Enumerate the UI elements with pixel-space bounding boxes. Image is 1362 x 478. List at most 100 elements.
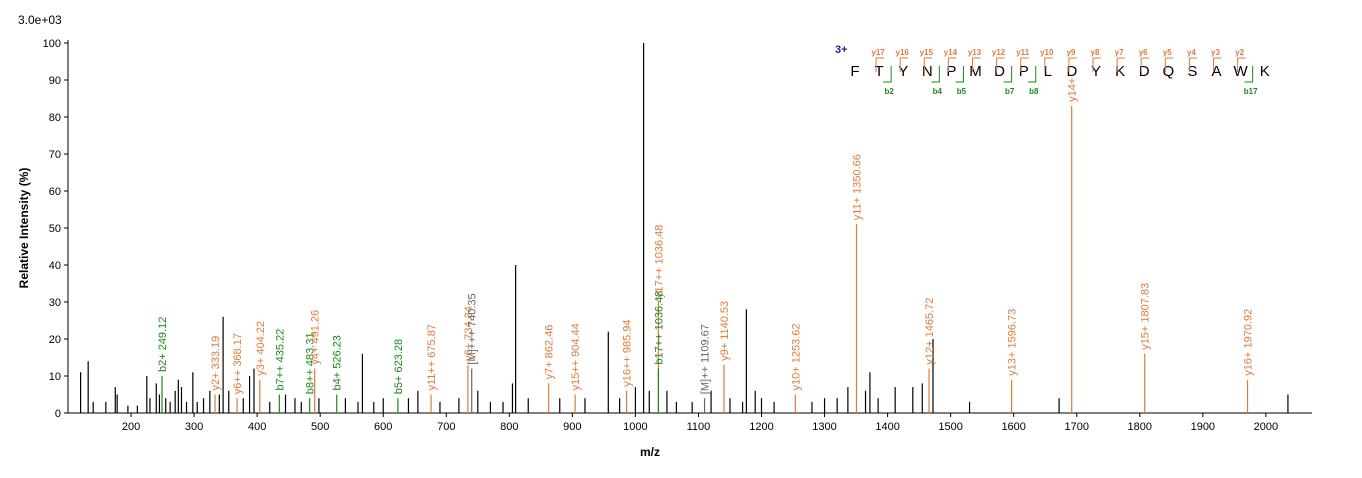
peak-label: y10+ 1253.62	[790, 324, 802, 391]
y-ion-bracket	[1092, 57, 1101, 72]
x-tick-label: 1400	[875, 421, 899, 433]
peak-label: y12+ 1465.72	[924, 298, 936, 365]
b-ion-bracket	[1027, 66, 1037, 83]
peak-label: y16+ 1970.92	[1243, 309, 1255, 376]
y-ion-label: y16	[896, 48, 910, 57]
residue: Y	[1091, 63, 1101, 80]
b-ion-bracket	[955, 66, 964, 83]
y-tick-label: 10	[49, 371, 61, 383]
y-ion-label: y4	[1187, 48, 1196, 57]
y-tick-label: 70	[49, 149, 61, 161]
y-ion-bracket	[923, 57, 933, 72]
peak-label: y7+ 862.46	[544, 325, 556, 380]
y-ion-label: y13	[968, 48, 982, 57]
residue: K	[1260, 63, 1270, 80]
y-ion-bracket	[1020, 57, 1029, 72]
y-ion-bracket	[1044, 57, 1053, 72]
peak-label: [M]+++ 740.35	[467, 293, 479, 364]
peak-label: y13+ 1596.73	[1007, 309, 1019, 376]
x-tick-label: 400	[248, 421, 266, 433]
y-ion-label: y7	[1115, 48, 1124, 57]
peak-label: y11++ 675.87	[426, 324, 438, 390]
peak-label: y14+	[1067, 78, 1079, 102]
y-ion-bracket	[899, 57, 909, 72]
peak-label: y15+ 1807.83	[1140, 283, 1152, 350]
y-ion-label: y10	[1040, 48, 1054, 57]
x-tick-label: 1200	[749, 421, 773, 433]
residue: L	[1044, 63, 1052, 80]
y-ion-bracket	[1188, 57, 1198, 72]
y-tick-label: 80	[49, 112, 61, 124]
y-ion-label: y3	[1211, 48, 1220, 57]
y-tick-label: 0	[55, 408, 61, 420]
residue: Q	[1162, 63, 1174, 80]
y-tick-label: 30	[49, 297, 61, 309]
peak-label: y6+ 734.34	[463, 306, 475, 361]
b-ion-label: b17	[1244, 87, 1258, 96]
y-axis-label: Relative Intensity (%)	[17, 168, 31, 289]
y-ion-label: y12	[992, 48, 1006, 57]
y-ion-bracket	[875, 57, 885, 72]
x-axis-label: m/z	[640, 445, 660, 459]
y-ion-label: y14	[944, 48, 958, 57]
peak-label: y15++ 904.44	[570, 323, 582, 390]
y-ion-bracket	[1237, 57, 1246, 72]
y-ion-label: y17	[871, 48, 885, 57]
x-tick-label: 1000	[623, 421, 647, 433]
y-ion-label: y11	[1016, 48, 1029, 57]
peak-label: b4+ 526.23	[332, 335, 344, 390]
x-tick-label: 800	[500, 421, 518, 433]
x-tick-label: 1800	[1128, 421, 1152, 433]
x-tick-label: 200	[122, 421, 140, 433]
x-tick-label: 1600	[1001, 421, 1025, 433]
y-ion-label: y15	[920, 48, 934, 57]
y-ion-label: y5	[1163, 48, 1172, 57]
peak-label: b2+ 249.12	[157, 317, 169, 372]
y-ion-label: y8	[1091, 48, 1100, 57]
residue: P	[1019, 63, 1029, 80]
x-tick-label: 900	[563, 421, 581, 433]
b-ion-label: b2	[884, 87, 894, 96]
residue: Y	[898, 63, 908, 80]
y-ion-bracket	[996, 57, 1005, 72]
b-ion-bracket	[931, 66, 940, 83]
x-tick-label: 600	[374, 421, 392, 433]
residue: M	[969, 63, 982, 80]
b-ion-bracket	[1244, 66, 1254, 83]
peak-label: b17++ 1036.48	[653, 291, 665, 365]
chart-title: 3.0e+03	[18, 13, 62, 27]
charge-label: 3+	[835, 44, 848, 56]
peak-label: b5+ 623.28	[393, 339, 405, 394]
peak-label: y17++ 1036.48	[653, 225, 665, 298]
y-tick-label: 100	[43, 38, 61, 50]
y-ion-bracket	[1213, 57, 1222, 72]
y-ion-bracket	[1164, 57, 1174, 72]
residue: D	[1139, 63, 1150, 80]
x-tick-label: 1300	[812, 421, 836, 433]
residue: P	[946, 63, 956, 80]
x-tick-label: 1700	[1064, 421, 1088, 433]
peak-label: y4+ 491.26	[310, 310, 322, 365]
residue: N	[922, 63, 933, 80]
x-tick-label: 2000	[1254, 421, 1278, 433]
x-tick-label: 300	[185, 421, 203, 433]
residue: A	[1211, 63, 1221, 80]
b-ion-bracket	[883, 66, 892, 83]
b-ion-label: b4	[933, 87, 943, 96]
residue: D	[994, 63, 1005, 80]
b-ion-bracket	[1003, 66, 1013, 83]
peak-label: y6++ 368.17	[232, 333, 244, 394]
b-ion-label: b8	[1029, 87, 1039, 96]
b-ion-label: b7	[1005, 87, 1015, 96]
x-tick-label: 500	[311, 421, 329, 433]
y-ion-bracket	[947, 57, 957, 72]
x-tick-label: 1100	[687, 421, 711, 433]
y-ion-bracket	[972, 57, 981, 72]
b-ion-label: b5	[957, 87, 967, 96]
x-tick-label: 1900	[1191, 421, 1215, 433]
residue: D	[1066, 63, 1077, 80]
y-ion-bracket	[1116, 57, 1126, 72]
peak-label: y11+ 1350.66	[851, 154, 863, 220]
y-ion-bracket	[1068, 57, 1077, 72]
peak-label: y2+ 333.19	[210, 336, 222, 391]
